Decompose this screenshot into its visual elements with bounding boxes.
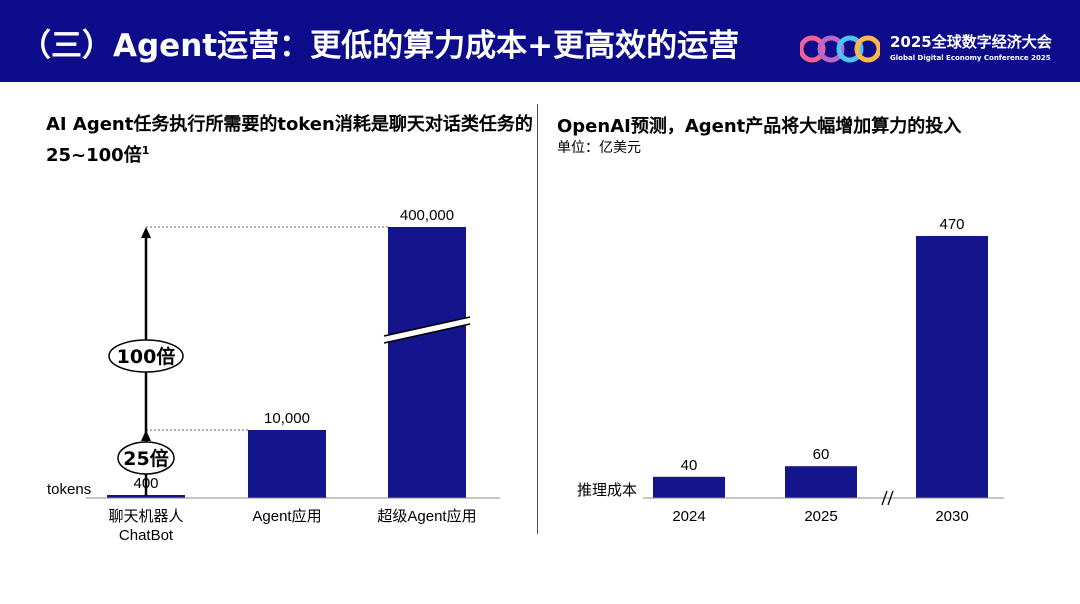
data-label-3: 400,000	[400, 207, 454, 224]
axis-break-mark-1	[881, 490, 888, 506]
data-label-2030: 470	[939, 216, 964, 233]
data-label-2: 10,000	[264, 410, 310, 427]
data-label-2025: 60	[813, 446, 830, 463]
logo-subtitle: Global Digital Economy Conference 2025	[890, 54, 1051, 62]
left-chart-title: AI Agent任务执行所需要的token消耗是聊天对话类任务的25~100倍1	[46, 112, 536, 169]
data-label-2024: 40	[681, 457, 698, 474]
y-axis-label: tokens	[47, 481, 91, 498]
x-tick-label-2025: 2025	[804, 508, 837, 525]
right-chart-unit: 单位：亿美元	[557, 140, 641, 156]
multiplier-arrow-head-mid	[141, 430, 151, 441]
axis-break-gap	[384, 317, 470, 343]
left-chart-title-text: AI Agent任务执行所需要的token消耗是聊天对话类任务的25~100倍	[46, 114, 533, 166]
header-bar: （三）Agent运营：更低的算力成本+更高效的运营 2025全球数字经济大会 G…	[0, 0, 1080, 82]
x-tick-label-2030: 2030	[935, 508, 968, 525]
x-tick-label-2024: 2024	[672, 508, 705, 525]
bar-2024	[653, 476, 725, 498]
axis-break-line-1	[383, 316, 471, 337]
left-bar-chart: 400聊天机器人ChatBot10,000Agent应用400,000超级Age…	[47, 207, 500, 544]
bar-2025	[785, 466, 857, 498]
series-label: 推理成本	[577, 482, 637, 499]
annotation-label-1: 25倍	[123, 447, 168, 470]
bar-2	[248, 430, 326, 498]
bar-1	[107, 495, 185, 498]
annotation-label-2: 100倍	[117, 345, 176, 368]
x-tick-label-1-1: 聊天机器人	[108, 508, 183, 525]
bar-3	[388, 227, 466, 498]
axis-break-line-2	[383, 323, 471, 344]
panel-divider	[537, 104, 538, 534]
bar-2030	[916, 236, 988, 498]
right-chart-title: OpenAI预测，Agent产品将大幅增加算力的投入	[557, 116, 962, 137]
multiplier-arrow-head-top	[141, 227, 151, 238]
gdec-logo-icon	[800, 35, 880, 63]
annotation-ellipse-2	[108, 339, 184, 373]
x-tick-label-1-2: ChatBot	[119, 527, 174, 544]
logo-title: 2025全球数字经济大会	[890, 33, 1052, 51]
x-tick-label-2-1: Agent应用	[252, 507, 321, 525]
axis-break-mark-2	[887, 490, 894, 506]
x-tick-label-3-1: 超级Agent应用	[377, 507, 476, 525]
annotation-ellipse-1	[117, 441, 175, 475]
right-bar-chart: 40 2024 60 2025 470 2030 推理成本	[577, 216, 1004, 525]
footnote-marker: 1	[141, 144, 150, 157]
page-title: （三）Agent运营：更低的算力成本+更高效的运营	[20, 28, 740, 64]
